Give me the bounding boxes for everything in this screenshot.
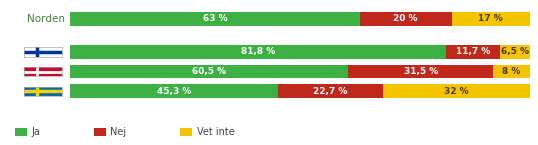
Text: 31,5 %: 31,5 % xyxy=(404,67,438,76)
Text: 11,7 %: 11,7 % xyxy=(456,47,490,56)
Bar xyxy=(446,45,500,59)
Text: 20 %: 20 % xyxy=(393,14,418,23)
Bar xyxy=(360,12,452,26)
Text: 17 %: 17 % xyxy=(478,14,503,23)
Bar xyxy=(452,12,530,26)
Bar xyxy=(348,65,493,78)
Bar xyxy=(70,65,348,78)
Text: 32 %: 32 % xyxy=(444,87,469,96)
Text: 6,5 %: 6,5 % xyxy=(501,47,529,56)
Text: 8 %: 8 % xyxy=(502,67,521,76)
Bar xyxy=(500,45,530,59)
Bar xyxy=(70,12,360,26)
Bar xyxy=(493,65,530,78)
Text: 45,3 %: 45,3 % xyxy=(157,87,192,96)
Text: 81,8 %: 81,8 % xyxy=(241,47,275,56)
Bar xyxy=(70,84,278,98)
Text: 63 %: 63 % xyxy=(202,14,227,23)
Bar xyxy=(70,45,446,59)
Text: 22,7 %: 22,7 % xyxy=(313,87,348,96)
Bar xyxy=(278,84,383,98)
Text: Norden: Norden xyxy=(26,14,65,24)
Text: 60,5 %: 60,5 % xyxy=(192,67,226,76)
Legend: Ja, Nej, Vet inte: Ja, Nej, Vet inte xyxy=(15,127,234,137)
Bar xyxy=(383,84,530,98)
